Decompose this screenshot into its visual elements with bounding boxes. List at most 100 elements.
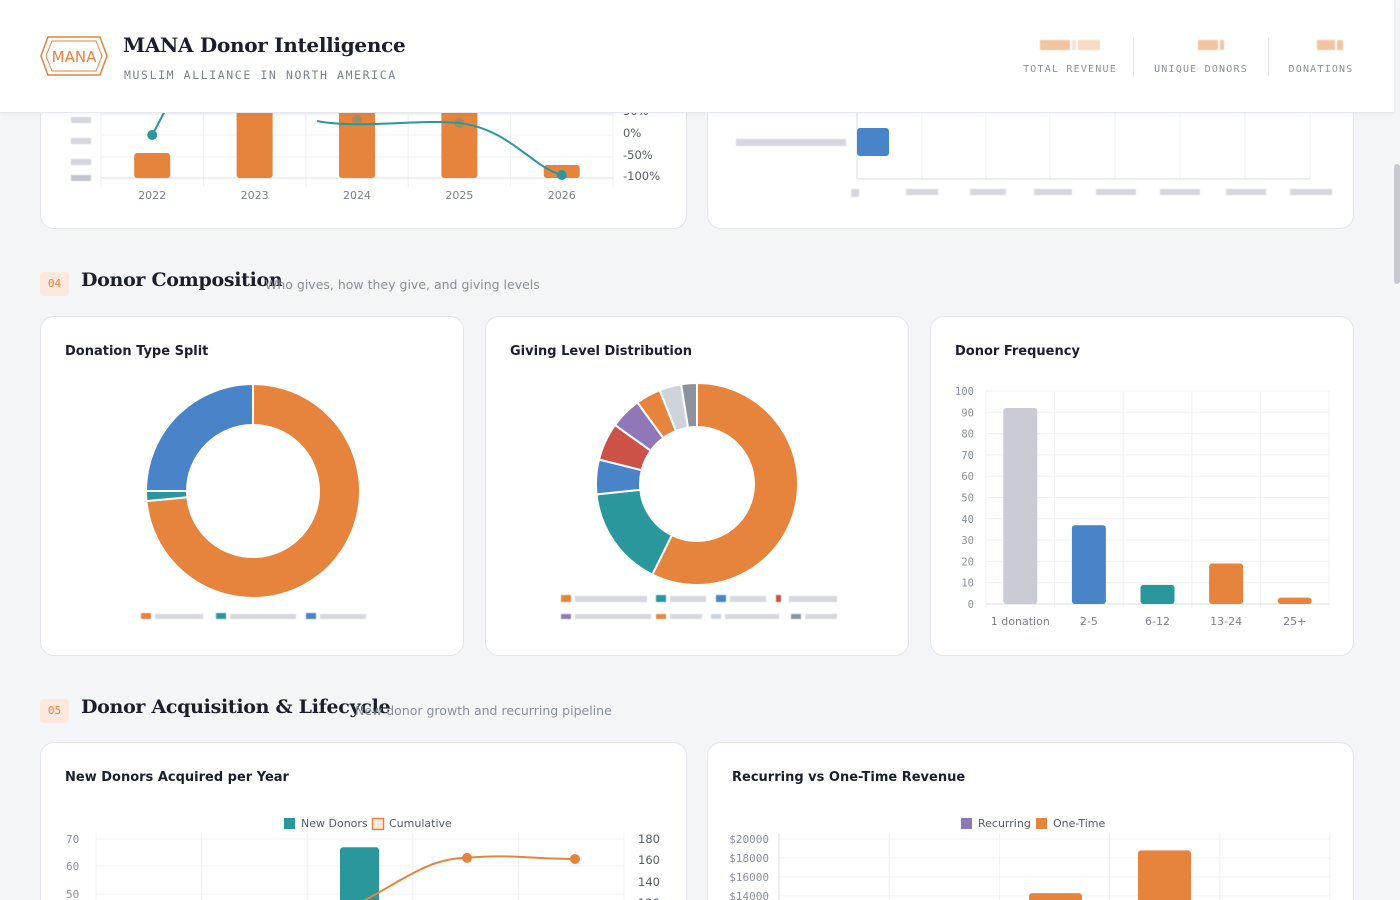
divider — [1268, 38, 1269, 76]
x-tick-labels: 1 donation 2-5 6-12 13-24 25+ — [991, 615, 1307, 628]
giving-level-chart — [561, 381, 837, 619]
bar[interactable] — [339, 101, 375, 178]
section-subtitle: Who gives, how they give, and giving lev… — [265, 277, 540, 292]
x-tick-label: 2022 — [138, 189, 166, 202]
x-tick-labels-redacted — [851, 189, 1332, 197]
donor-name-redacted — [736, 139, 846, 146]
bars — [1003, 408, 1312, 604]
donut-slice[interactable] — [651, 381, 799, 586]
card-title: Donor Frequency — [955, 344, 1080, 359]
cumulative-line — [362, 855, 576, 900]
x-tick-label: 6-12 — [1145, 615, 1170, 628]
bars — [134, 101, 580, 178]
new-donors-card: New Donors Acquired per Year New Donors … — [40, 742, 687, 900]
bar[interactable] — [1140, 584, 1175, 604]
bar[interactable] — [1209, 563, 1244, 604]
logo-text: MANA — [52, 48, 97, 66]
stat-value-redacted — [1022, 36, 1118, 54]
legend-label-recurring: Recurring — [978, 817, 1031, 830]
growth-point[interactable] — [352, 115, 362, 125]
scrollbar-track[interactable] — [1394, 0, 1400, 900]
y-tick-label: 30 — [961, 535, 974, 547]
grid — [921, 111, 1311, 179]
stat-label: TOTAL REVENUE — [1023, 64, 1117, 75]
scrollbar-thumb[interactable] — [1394, 164, 1400, 284]
y-tick-label: 10 — [961, 578, 974, 590]
bar[interactable] — [857, 128, 889, 156]
stat-donations: DONATIONS — [1284, 36, 1358, 75]
donut-slice[interactable] — [144, 382, 254, 492]
bar[interactable] — [1138, 850, 1191, 900]
y-tick-label: 90 — [961, 407, 974, 419]
y2-tick-label: 120 — [638, 896, 660, 900]
stat-unique-donors: UNIQUE DONORS — [1150, 36, 1252, 75]
bars — [340, 847, 379, 900]
section-number: 04 — [40, 272, 69, 296]
x-tick-label: 2024 — [343, 189, 371, 202]
bar[interactable] — [1029, 893, 1082, 900]
growth-points — [147, 115, 567, 180]
grid — [778, 833, 1331, 900]
top-header: MANA MANA Donor Intelligence MUSLIM ALLI… — [0, 0, 1394, 113]
y-tick-labels: 0 10 20 30 40 50 60 70 80 90 100 — [955, 386, 974, 611]
cumulative-point[interactable] — [462, 852, 472, 863]
growth-point[interactable] — [556, 170, 567, 180]
y-tick-label: $20000 — [729, 833, 769, 846]
bar[interactable] — [441, 101, 478, 178]
y2-tick-label: 0% — [623, 126, 641, 140]
y2-tick-label: -50% — [623, 148, 653, 162]
cumulative-point[interactable] — [570, 853, 580, 864]
donation-type-card: Donation Type Split — [40, 316, 464, 656]
bar[interactable] — [1277, 597, 1312, 604]
y-tick-label: 50 — [961, 493, 974, 505]
y-tick-label: 80 — [961, 429, 974, 441]
card-title: Donation Type Split — [65, 344, 209, 359]
legend-swatch-recurring[interactable] — [961, 818, 972, 829]
y-tick-label: 50 — [66, 888, 79, 900]
y2-tick-label: -100% — [623, 169, 660, 183]
donut-slice[interactable] — [145, 382, 361, 599]
new-donors-chart: New Donors Cumulative 70 60 50 180 160 140 12… — [66, 817, 660, 900]
donor-frequency-chart: 0 10 20 30 40 50 60 70 80 90 100 1 donation 2-5 6-12… — [955, 386, 1330, 628]
bar[interactable] — [1003, 408, 1038, 604]
legend-redacted — [141, 613, 366, 619]
legend-swatch-new-donors[interactable] — [284, 818, 295, 829]
mana-logo[interactable]: MANA — [40, 33, 108, 79]
y-tick-label: 40 — [961, 514, 974, 526]
y-tick-labels-left: 70 60 50 — [66, 833, 79, 900]
cumulative-points — [462, 852, 580, 864]
y-tick-label: 100 — [955, 386, 974, 398]
legend: Recurring One-Time — [961, 817, 1106, 830]
card-title: Recurring vs One-Time Revenue — [732, 770, 966, 785]
bar[interactable] — [340, 847, 379, 900]
y-tick-label: 70 — [961, 450, 974, 462]
x-tick-label: 25+ — [1283, 615, 1306, 628]
donut-slices — [144, 382, 361, 599]
x-tick-label: 2025 — [445, 189, 473, 202]
y-tick-labels-right: 180 160 140 120 — [638, 832, 660, 900]
recurring-card: Recurring vs One-Time Revenue Recurring … — [707, 742, 1354, 900]
x-tick-label: 13-24 — [1210, 615, 1242, 628]
bars — [1029, 850, 1191, 900]
x-tick-label: 2023 — [241, 189, 269, 202]
top-donors-chart — [736, 111, 1332, 197]
stat-value-redacted — [1150, 36, 1252, 54]
bar[interactable] — [236, 101, 273, 178]
section-title: Donor Composition — [81, 269, 283, 291]
section-subtitle: New donor growth and recurring pipeline — [355, 703, 612, 718]
growth-point[interactable] — [454, 118, 465, 128]
legend-swatch-one-time[interactable] — [1036, 818, 1047, 829]
legend-label-new-donors: New Donors — [301, 817, 368, 830]
donor-frequency-card: Donor Frequency 0 10 20 30 40 50 60 70 80 90 100 1… — [930, 316, 1354, 656]
legend: New Donors Cumulative — [284, 817, 452, 831]
growth-point[interactable] — [147, 130, 158, 140]
bar[interactable] — [134, 153, 171, 178]
stat-total-revenue: TOTAL REVENUE — [1022, 36, 1118, 75]
donut-slice[interactable] — [679, 381, 698, 429]
y-tick-label: $16000 — [729, 871, 769, 884]
y-tick-label: $18000 — [729, 852, 769, 865]
card-title: New Donors Acquired per Year — [65, 770, 289, 785]
legend-swatch-cumulative[interactable] — [371, 817, 385, 831]
bar[interactable] — [1071, 525, 1106, 604]
